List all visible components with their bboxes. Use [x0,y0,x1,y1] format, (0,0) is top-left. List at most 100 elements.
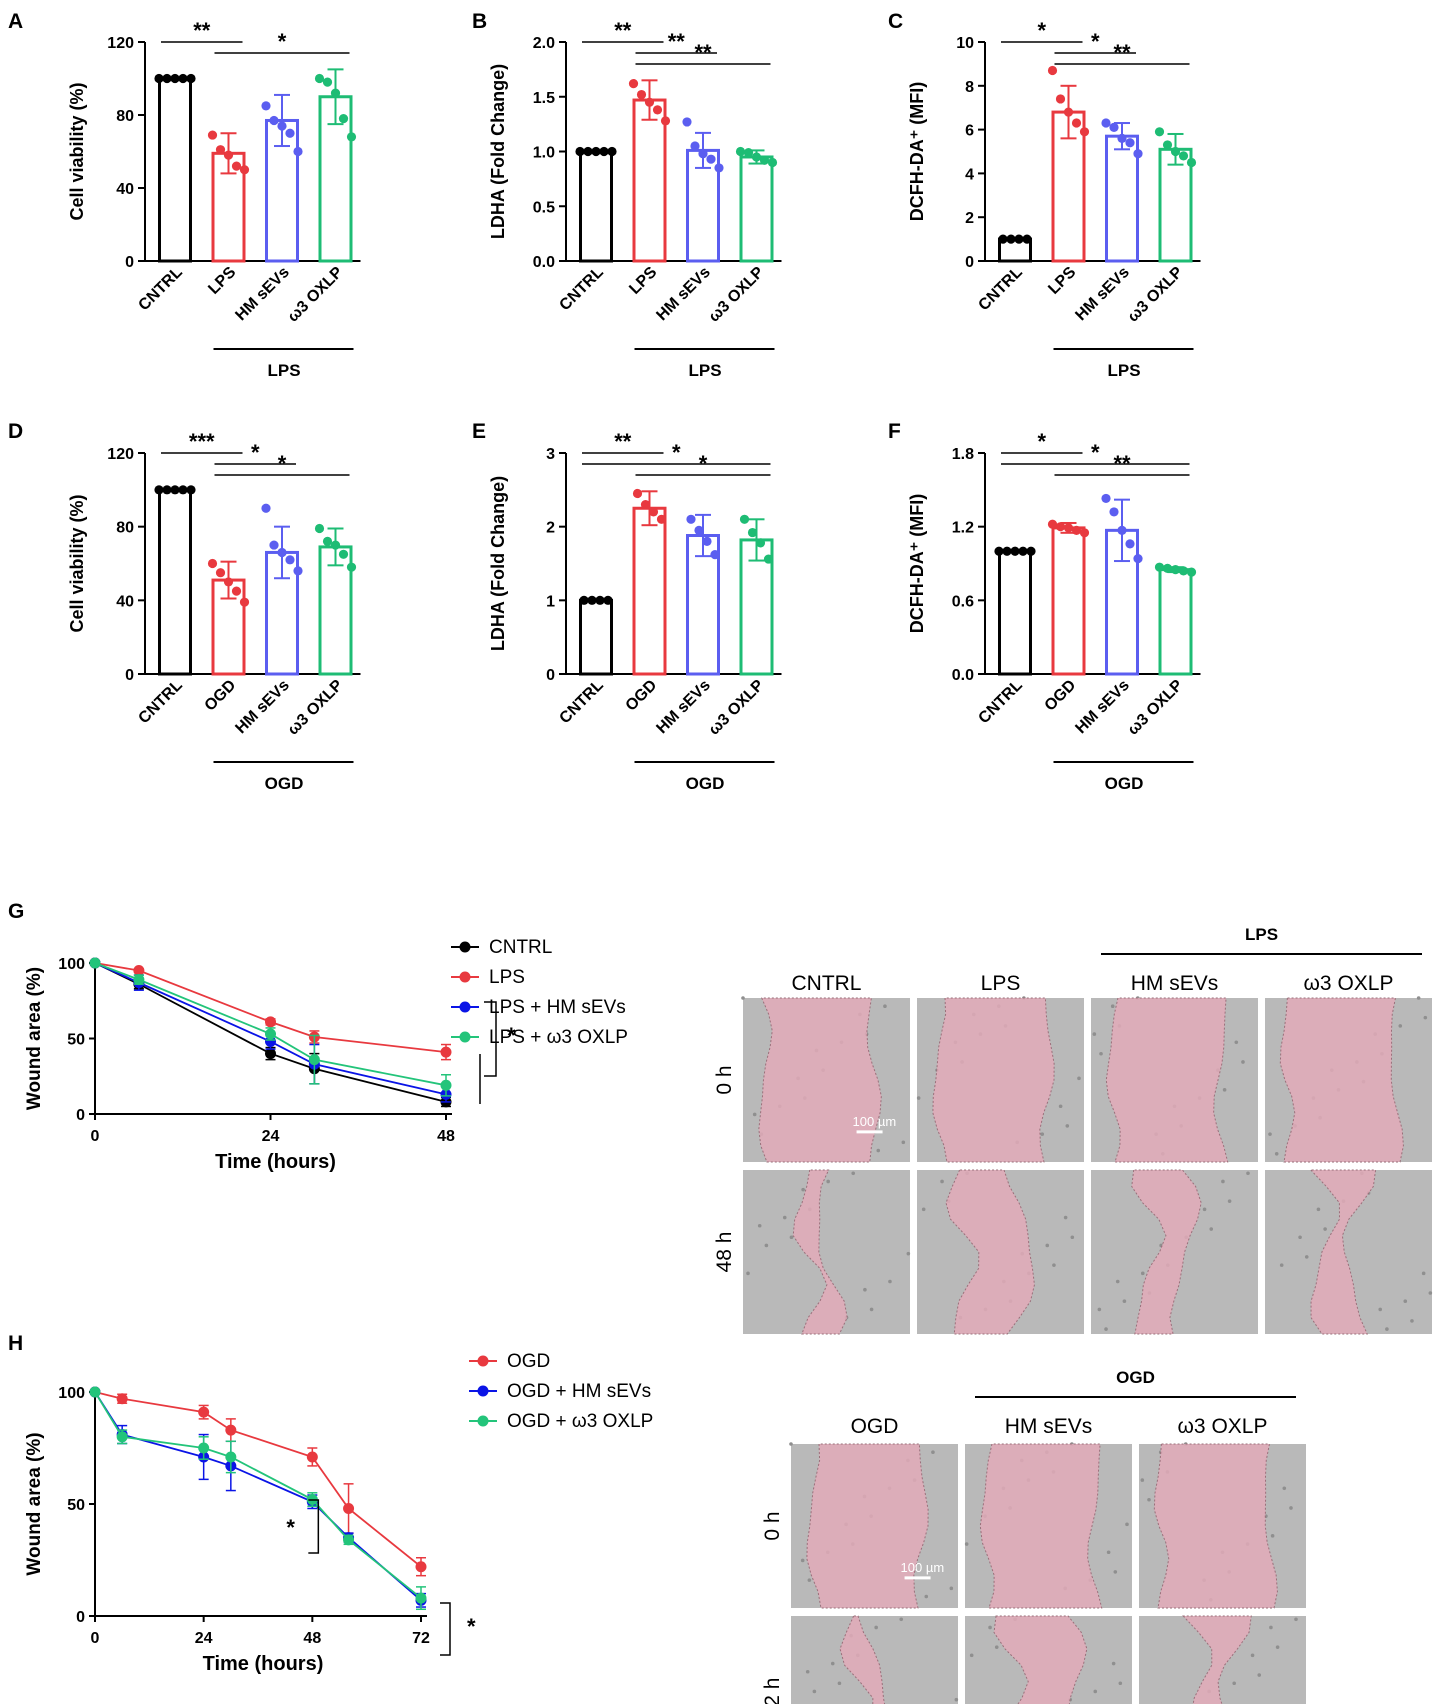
column-label: HM sEVs [1131,972,1219,995]
cell-speck [1257,1673,1262,1677]
data-point [170,73,180,84]
y-tick-label: 0.0 [533,254,555,271]
cell-speck [1077,1076,1081,1081]
y-tick-label: 40 [116,593,134,610]
significance-label: ** [1113,451,1131,476]
cell-speck [883,1004,887,1008]
data-point [640,499,651,510]
x-tick-label: HM sEVs [232,264,293,325]
cell-speck [1304,1255,1309,1259]
data-point [277,121,287,131]
x-tick-label: 48 [437,1128,455,1145]
cell-speck [876,1148,881,1153]
data-point [1047,65,1058,76]
significance-label: * [467,1614,476,1639]
x-tick-label: 72 [412,1630,430,1647]
data-point [89,957,101,969]
group-label: OGD [1105,774,1144,793]
y-tick-label: 80 [116,108,134,125]
panel-label: H [8,1332,23,1355]
cell-speck [1403,1299,1408,1303]
cell-speck [826,1179,830,1184]
x-tick-label: OGD [202,677,240,715]
cell-speck [1274,1152,1279,1156]
data-point [338,549,349,559]
data-point [1002,546,1012,556]
x-tick-label: 0 [91,1128,100,1145]
series-line [94,1391,422,1568]
data-point [714,163,724,173]
data-point [343,1534,355,1546]
data-point [1117,133,1127,143]
significance-label: * [1091,29,1100,54]
cell-speck [1122,1299,1127,1303]
x-tick-label: CNTRL [135,264,186,315]
y-tick-label: 4 [965,166,974,183]
wound-area [1153,1443,1278,1609]
cell-speck [1097,1307,1102,1312]
data-point [261,101,271,111]
data-point [223,577,234,587]
data-point [751,152,762,162]
legend-marker [459,941,471,953]
wound-area [979,1443,1103,1609]
cell-speck [916,1096,921,1100]
group-label: LPS [267,361,300,380]
data-point [116,1431,128,1443]
cell-speck [1378,1307,1383,1312]
cell-speck [1232,1681,1236,1686]
significance-label: * [699,451,708,476]
y-axis-title: Cell viability (%) [67,82,87,220]
significance-label: * [278,29,287,54]
cell-speck [869,1307,874,1312]
x-tick-label: OGD [1042,677,1080,715]
cell-speck [1092,1032,1097,1036]
cell-speck [837,1681,842,1686]
cell-speck [1063,1215,1068,1220]
data-point [293,566,303,576]
data-point [607,146,617,157]
column-label: HM sEVs [1005,1415,1093,1438]
data-point [322,77,333,87]
cell-speck [800,1558,805,1563]
data-point [1101,118,1111,128]
cell-speck [1045,1243,1050,1248]
wound-area [1105,997,1229,1163]
cell-speck [1125,1522,1129,1527]
y-tick-label: 8 [965,79,974,96]
bar [1051,526,1086,676]
cell-speck [964,1542,969,1546]
wound-area [1131,1169,1202,1335]
data-point [759,155,770,165]
data-point [225,1424,237,1436]
wound-area [806,1443,929,1609]
bar [158,77,192,263]
cell-speck [1093,1689,1098,1694]
data-point [1154,562,1165,572]
data-point [698,149,708,159]
bar [998,549,1032,676]
data-point [186,485,196,495]
x-axis-title: Time (hours) [215,1151,336,1173]
group-label: OGD [265,774,304,793]
cell-speck [1209,1227,1214,1231]
significance-bracket [308,1499,320,1554]
bar [632,506,667,676]
data-point [215,145,226,155]
significance-label: * [278,451,287,476]
data-point [735,146,746,157]
wound-area [932,997,1055,1163]
cell-speck [1275,1645,1280,1649]
data-point [682,117,692,127]
data-point [277,547,287,558]
row-label: 0 h [713,1065,736,1094]
data-point [178,485,188,495]
panel-h: H 0 50 100 0 24 48 72 Time (hours) Wound area (%)… [8,1332,653,1675]
cell-speck [954,1697,959,1702]
significance-label: * [672,440,681,465]
cell-speck [1202,1207,1207,1212]
data-point [265,1016,276,1028]
data-point [265,1036,276,1048]
